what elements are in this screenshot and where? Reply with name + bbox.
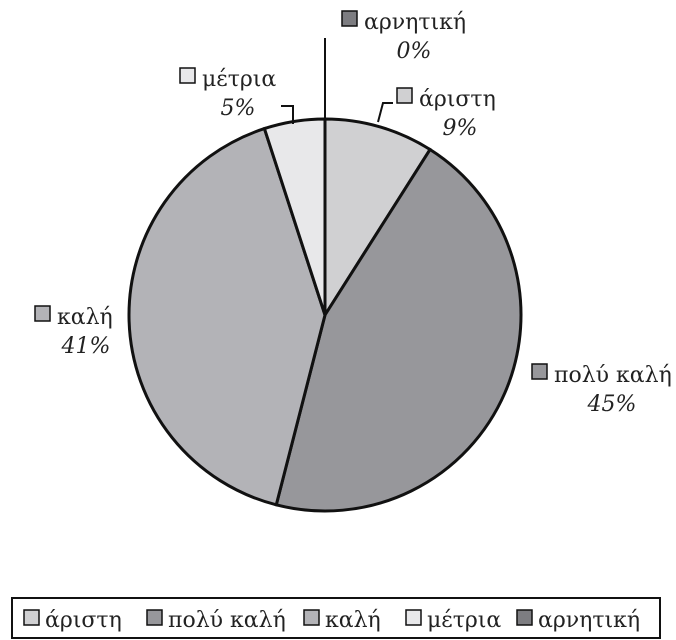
- label-swatch-3: [179, 67, 196, 84]
- legend: άριστη πολύ καλή καλή μέτρια αρνητική: [11, 597, 661, 639]
- pie-slice-2: [127, 126, 327, 507]
- leader-line-0: [377, 102, 393, 123]
- legend-swatch-4: [516, 609, 533, 626]
- legend-box: [11, 597, 661, 639]
- label-swatch-2: [34, 305, 51, 322]
- leader-lines: [281, 38, 393, 124]
- pie-slice-3: [262, 117, 327, 316]
- legend-swatch-3: [405, 609, 422, 626]
- legend-entry-2: καλή: [325, 608, 381, 633]
- slice-labels: άριστη 9% πολύ καλή 45% καλή 41% μέτρια 5% αρνητ…: [34, 10, 672, 417]
- slice-percent-4: 0%: [397, 39, 432, 64]
- slice-percent-3: 5%: [221, 96, 256, 121]
- legend-swatch-2: [303, 609, 320, 626]
- legend-entry-0: άριστη: [45, 608, 122, 633]
- slice-label-2: καλή: [57, 305, 113, 330]
- legend-entry-1: πολύ καλή: [168, 608, 286, 633]
- legend-swatch-1: [146, 609, 163, 626]
- slice-label-1: πολύ καλή: [554, 363, 672, 388]
- slice-percent-1: 45%: [587, 392, 637, 417]
- pie-slice-1: [274, 147, 523, 513]
- leader-line-3: [281, 105, 294, 124]
- pie-slices: [127, 117, 523, 513]
- label-swatch-4: [341, 10, 358, 27]
- legend-entry-3: μέτρια: [427, 608, 501, 633]
- slice-label-3: μέτρια: [202, 67, 276, 92]
- label-swatch-0: [396, 87, 413, 104]
- slice-percent-2: 41%: [61, 334, 111, 359]
- slice-label-0: άριστη: [419, 87, 496, 112]
- slice-percent-0: 9%: [443, 116, 478, 141]
- legend-swatch-0: [23, 609, 40, 626]
- slice-label-4: αρνητική: [364, 10, 466, 35]
- label-swatch-1: [531, 363, 548, 380]
- pie-slice-0: [323, 117, 433, 321]
- legend-entry-4: αρνητική: [538, 608, 640, 633]
